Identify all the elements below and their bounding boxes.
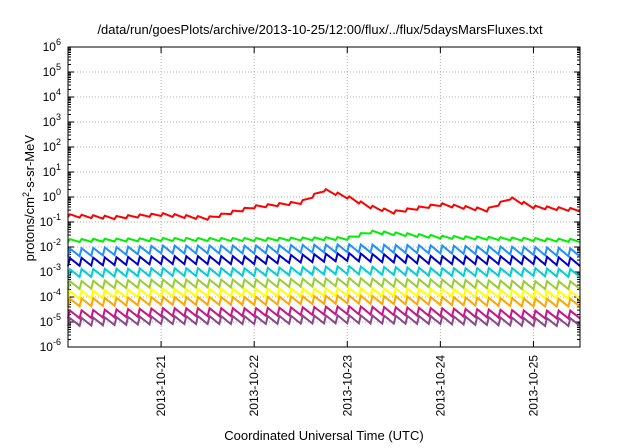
y-axis-label: protons/cm2-s-sr-MeV [21,113,37,283]
x-tick-label: 2013-10-23 [340,355,354,417]
series-line-1 [67,229,581,244]
y-tick-label: 10-4 [40,287,61,304]
x-tick-label: 2013-10-22 [247,355,261,417]
series-line-6 [67,286,581,301]
y-tick-label: 106 [43,37,61,54]
x-tick-label: 2013-10-25 [526,355,540,417]
series-line-0 [67,187,581,222]
y-tick-label: 10-2 [40,237,61,254]
series-line-8 [67,304,581,321]
y-axis-label-main: protons/cm [22,197,38,262]
series-line-3 [67,251,581,268]
series-line-9 [67,313,581,328]
plot-frame [67,46,581,348]
y-axis-label-exponent: 2 [20,192,31,198]
y-axis-label-suffix: -s-sr-MeV [22,134,38,193]
y-tick-label: 10-1 [40,212,61,229]
y-tick-label: 101 [43,162,61,179]
y-tick-label: 10-5 [40,312,61,329]
y-tick-label: 103 [43,112,61,129]
series-line-2 [67,242,581,258]
x-tick-label: 2013-10-21 [154,355,168,417]
x-tick-label: 2013-10-24 [433,355,447,417]
series-line-5 [67,276,581,291]
y-tick-label: 100 [43,187,61,204]
y-tick-label: 10-6 [40,337,61,354]
y-tick-label: 10-3 [40,262,61,279]
chart-title: /data/run/goesPlots/archive/2013-10-25/1… [97,22,543,37]
y-tick-label: 104 [43,87,61,104]
series-line-4 [67,264,581,279]
y-tick-label: 102 [43,137,61,154]
x-axis-label: Coordinated Universal Time (UTC) [224,428,424,443]
series-line-7 [67,293,581,309]
y-tick-label: 105 [43,62,61,79]
